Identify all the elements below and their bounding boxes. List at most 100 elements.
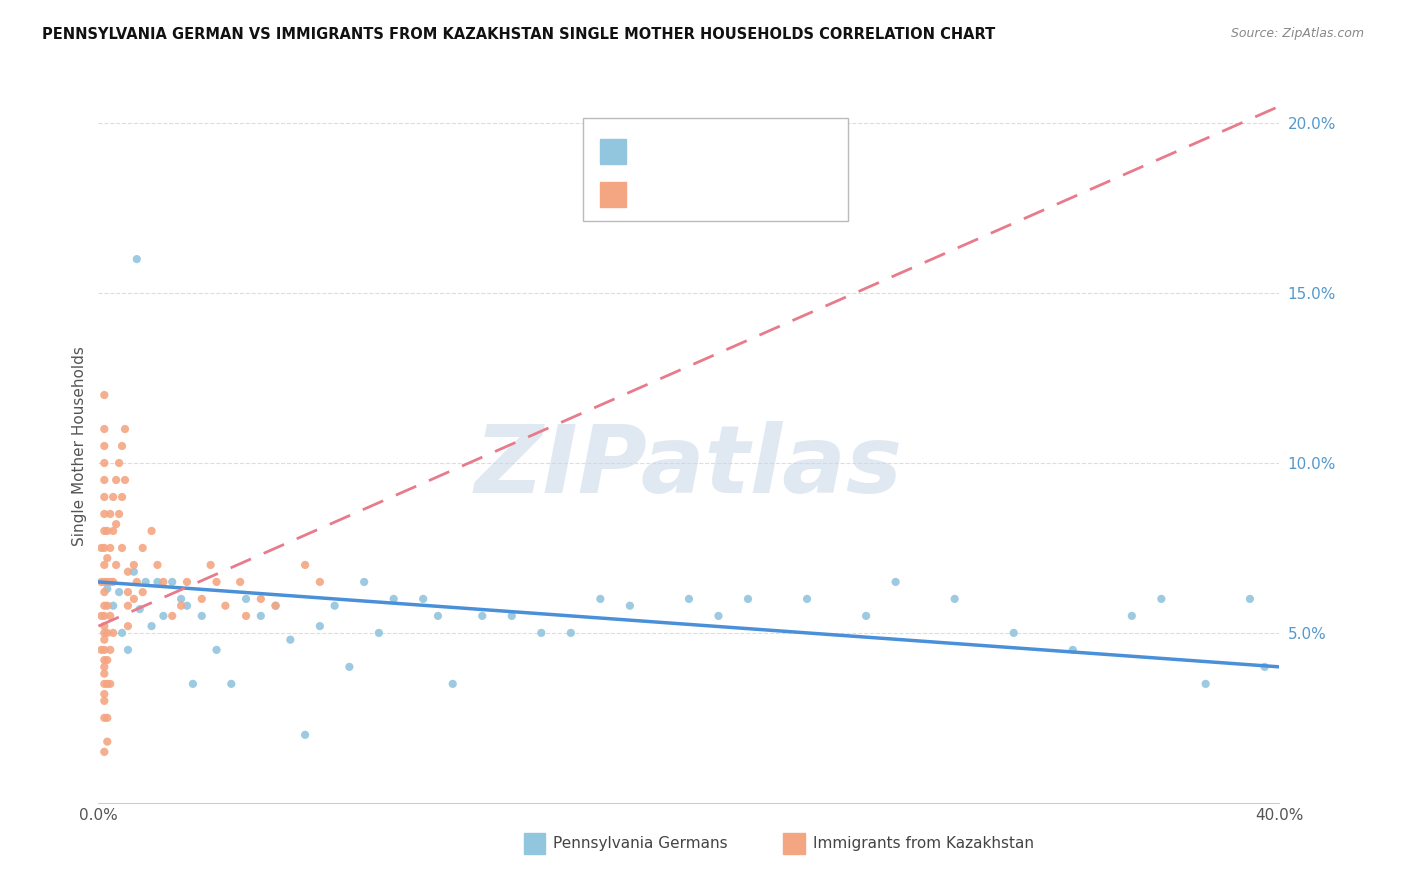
Point (93, 585, 115, 599)
Point (200, 558, 222, 572)
Point (214, 599, 236, 613)
Point (98, 608, 121, 623)
Point (96, 626, 118, 640)
Point (1150, 591, 1173, 606)
Point (103, 490, 125, 504)
Point (90, 574, 112, 589)
Point (117, 599, 139, 613)
Point (294, 558, 316, 572)
Point (250, 608, 273, 623)
Point (96, 551, 118, 566)
Text: Source: ZipAtlas.com: Source: ZipAtlas.com (1230, 27, 1364, 40)
Point (96, 653, 118, 667)
Point (141, 524, 163, 538)
Point (93, 541, 115, 555)
Point (501, 608, 523, 623)
Point (117, 565, 139, 579)
Point (90, 643, 112, 657)
Point (294, 728, 316, 742)
Point (176, 599, 198, 613)
Point (176, 574, 198, 589)
Text: Pennsylvania Germans: Pennsylvania Germans (553, 836, 728, 851)
Point (427, 608, 450, 623)
Point (111, 626, 134, 640)
Point (280, 632, 302, 647)
Point (530, 626, 553, 640)
Point (98, 541, 121, 555)
Point (191, 591, 214, 606)
Point (221, 677, 243, 691)
Point (98, 574, 121, 589)
Point (353, 574, 375, 589)
Point (96, 524, 118, 538)
Point (128, 602, 150, 616)
Point (105, 558, 128, 572)
Point (1239, 591, 1261, 606)
Point (96, 677, 118, 691)
Bar (600, 139, 626, 164)
Point (114, 473, 136, 487)
Point (1121, 608, 1143, 623)
Text: R =  0.102   N = 84: R = 0.102 N = 84 (636, 184, 799, 202)
Point (1062, 643, 1084, 657)
Point (412, 591, 434, 606)
Point (737, 591, 759, 606)
Point (146, 574, 169, 589)
Point (105, 517, 128, 532)
Point (560, 626, 582, 640)
Point (135, 574, 157, 589)
Point (96, 599, 118, 613)
Point (93, 388, 115, 402)
Point (382, 591, 405, 606)
Text: R = -0.186   N = 53: R = -0.186 N = 53 (636, 141, 799, 159)
Point (170, 591, 193, 606)
Point (93, 643, 115, 657)
Point (93, 456, 115, 470)
Point (125, 574, 148, 589)
Point (111, 490, 134, 504)
Point (98, 507, 121, 521)
Point (93, 422, 115, 436)
Point (93, 660, 115, 674)
Point (98, 643, 121, 657)
Point (96, 574, 118, 589)
Point (125, 252, 148, 266)
Point (152, 608, 174, 623)
Point (93, 558, 115, 572)
Point (96, 582, 118, 596)
Text: ZIPatlas: ZIPatlas (475, 421, 903, 514)
Point (619, 599, 641, 613)
Point (90, 608, 112, 623)
Point (108, 585, 131, 599)
Point (117, 585, 139, 599)
Point (122, 565, 145, 579)
Point (1002, 626, 1025, 640)
Point (96, 711, 118, 725)
Bar (523, 833, 546, 855)
Point (93, 711, 115, 725)
Bar (783, 833, 804, 855)
Point (103, 626, 125, 640)
Point (93, 599, 115, 613)
Point (678, 591, 700, 606)
Point (855, 608, 877, 623)
Point (323, 599, 346, 613)
Point (93, 687, 115, 701)
Point (93, 608, 115, 623)
Point (93, 524, 115, 538)
Point (93, 632, 115, 647)
Point (1195, 677, 1218, 691)
Point (884, 574, 907, 589)
Point (93, 694, 115, 708)
FancyBboxPatch shape (582, 118, 848, 221)
Point (93, 507, 115, 521)
Point (108, 456, 131, 470)
Point (93, 677, 115, 691)
Point (117, 643, 139, 657)
Point (132, 541, 155, 555)
Point (162, 574, 183, 589)
Point (1254, 660, 1277, 674)
Point (235, 591, 257, 606)
Point (309, 574, 332, 589)
Point (96, 734, 118, 748)
